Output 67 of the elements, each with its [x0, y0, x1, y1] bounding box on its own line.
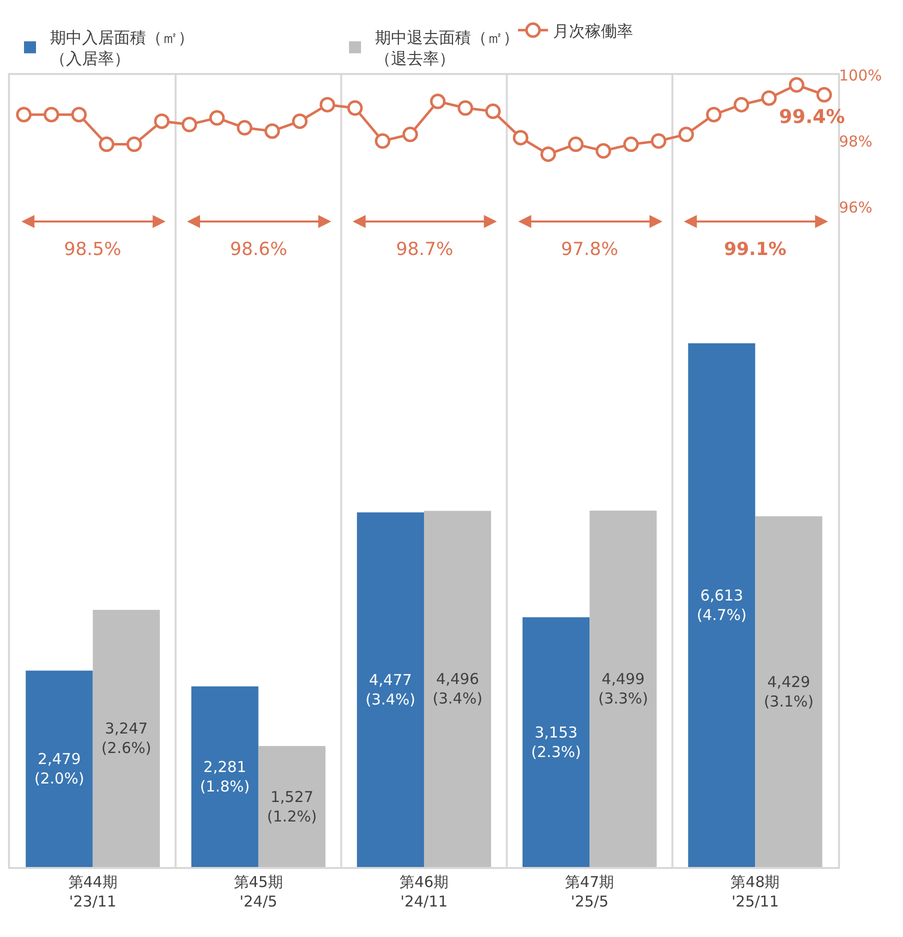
bar: [590, 510, 657, 867]
bar: [688, 343, 756, 867]
point: [623, 136, 639, 152]
point: [126, 136, 142, 152]
bar: [755, 516, 822, 867]
point: [650, 133, 666, 149]
x-tick-label: 第47期 '25/5: [565, 873, 614, 910]
data-label: 3,247 (2.6%): [101, 720, 152, 758]
x-tick-label: 第48期 '25/11: [730, 873, 780, 910]
point: [816, 87, 832, 103]
data-label: 3,153 (2.3%): [531, 723, 581, 761]
legend-label: 月次稼働率: [553, 21, 633, 40]
point: [16, 106, 32, 122]
y-tick-label: 96%: [839, 198, 872, 216]
point: [540, 146, 556, 162]
data-label: 4,496 (3.4%): [432, 670, 482, 708]
data-label: 4,477 (3.4%): [366, 670, 416, 708]
data-label: 1,527 (1.2%): [267, 788, 317, 826]
point: [154, 113, 170, 129]
data-label: 4,499 (3.3%): [598, 670, 648, 708]
bar: [258, 746, 326, 867]
point: [236, 120, 252, 136]
point: [44, 106, 60, 122]
annotation: 98.6%: [230, 239, 288, 260]
point: [706, 106, 722, 122]
annotation: 99.4%: [779, 106, 845, 128]
point: [430, 94, 446, 110]
annotation: 98.7%: [396, 239, 454, 260]
point: [485, 104, 501, 120]
point: [568, 136, 584, 152]
y-tick-label: 100%: [839, 66, 882, 84]
x-tick-label: 第45期 '24/5: [234, 873, 283, 910]
point: [734, 96, 750, 112]
y-tick-label: 98%: [839, 132, 872, 150]
legend-label: 期中退去面積（㎡）（退去率）: [375, 28, 519, 68]
bar: [92, 610, 160, 867]
point: [264, 123, 280, 139]
bar: [356, 512, 424, 867]
point: [347, 100, 363, 116]
point: [209, 110, 225, 126]
point: [374, 133, 390, 149]
bar: [191, 686, 258, 867]
annotation: 99.1%: [724, 239, 786, 260]
annotation: 98.5%: [64, 239, 122, 260]
point: [678, 126, 694, 142]
point: [292, 113, 308, 129]
point: [71, 106, 87, 122]
point: [402, 126, 418, 142]
data-label: 6,613 (4.7%): [696, 586, 747, 624]
point: [761, 90, 777, 106]
bar: [522, 617, 590, 867]
data-label: 4,429 (3.1%): [764, 672, 814, 710]
point: [512, 130, 528, 146]
legend-label: 期中入居面積（㎡）（入居率）: [50, 28, 194, 68]
annotation: 97.8%: [561, 239, 618, 260]
point: [788, 77, 804, 93]
point: [182, 116, 198, 132]
point: [458, 100, 474, 116]
bar: [26, 670, 93, 867]
bar: [424, 510, 492, 867]
point: [98, 136, 114, 152]
data-label: 2,281 (1.8%): [200, 758, 250, 796]
point: [596, 143, 612, 159]
x-tick-label: 第46期 '24/11: [399, 873, 449, 910]
data-label: 2,479 (2.0%): [34, 750, 84, 788]
point: [320, 96, 336, 112]
x-tick-label: 第44期 '23/11: [68, 873, 118, 910]
